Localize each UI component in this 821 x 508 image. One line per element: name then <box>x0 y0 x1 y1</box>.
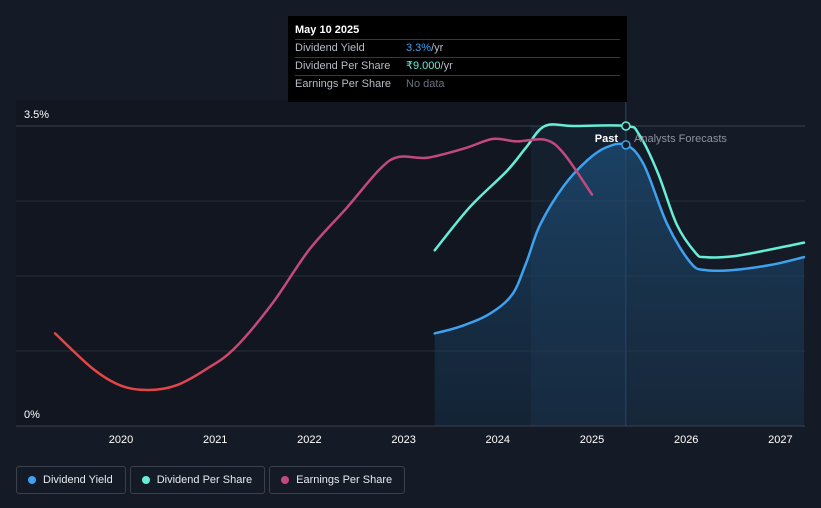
x-tick-label: 2027 <box>768 434 792 446</box>
legend-item-dividend-per-share[interactable]: Dividend Per Share <box>129 466 266 494</box>
marker-point <box>621 121 631 131</box>
legend-label: Dividend Yield <box>43 474 113 486</box>
legend-label: Dividend Per Share <box>156 474 253 486</box>
dot-icon <box>281 476 290 484</box>
legend-item-dividend-yield[interactable]: Dividend Yield <box>16 466 126 494</box>
x-tick-label: 2020 <box>109 434 133 446</box>
tooltip-value: ₹9.000 <box>406 60 441 72</box>
tooltip-value: 3.3% <box>406 42 432 54</box>
tooltip-label: Dividend Per Share <box>295 60 391 72</box>
past-label: Past <box>595 133 619 145</box>
dot-icon <box>141 476 150 484</box>
dividend-yield-area <box>434 143 804 426</box>
x-tick-label: 2023 <box>391 434 415 446</box>
tooltip-unit: /yr <box>440 60 453 72</box>
tooltip-label: Dividend Yield <box>295 42 365 54</box>
tooltip-row-dividend-per-share: Dividend Per Share ₹9.000 /yr <box>295 57 620 75</box>
marker-point <box>621 140 631 150</box>
y-axis: 0% 3.5% <box>24 109 49 421</box>
x-tick-label: 2021 <box>203 434 227 446</box>
series-line-dividend-yield <box>433 142 806 335</box>
y-tick-label: 0% <box>24 409 40 421</box>
tooltip-row-dividend-yield: Dividend Yield 3.3% /yr <box>295 39 620 57</box>
tooltip-label: Earnings Per Share <box>295 78 391 90</box>
series-markers <box>621 121 631 150</box>
tooltip-date: May 10 2025 <box>295 24 360 36</box>
tooltip-row-earnings-per-share: Earnings Per Share No data <box>295 75 620 93</box>
y-tick-label: 3.5% <box>24 109 49 121</box>
legend-item-earnings-per-share[interactable]: Earnings Per Share <box>269 466 406 494</box>
tooltip-value: No data <box>406 78 445 90</box>
dot-icon <box>28 476 36 484</box>
series-lines <box>53 123 806 392</box>
x-tick-label: 2024 <box>486 434 510 446</box>
tooltip-unit: /yr <box>431 42 444 54</box>
legend-label: Earnings Per Share <box>296 474 393 486</box>
x-tick-label: 2025 <box>580 434 604 446</box>
series-line-dividend-per-share <box>433 123 806 259</box>
series-line-earnings-per-share <box>53 137 594 392</box>
legend: Dividend Yield Dividend Per Share Earnin… <box>16 466 409 494</box>
forecast-label: Analysts Forecasts <box>634 133 727 145</box>
tooltip: May 10 2025 Dividend Yield 3.3% /yr Divi… <box>288 16 627 102</box>
x-tick-label: 2022 <box>297 434 321 446</box>
x-axis: 2020 2021 2022 2023 2024 2025 2026 2027 <box>16 425 805 446</box>
x-tick-label: 2026 <box>674 434 698 446</box>
